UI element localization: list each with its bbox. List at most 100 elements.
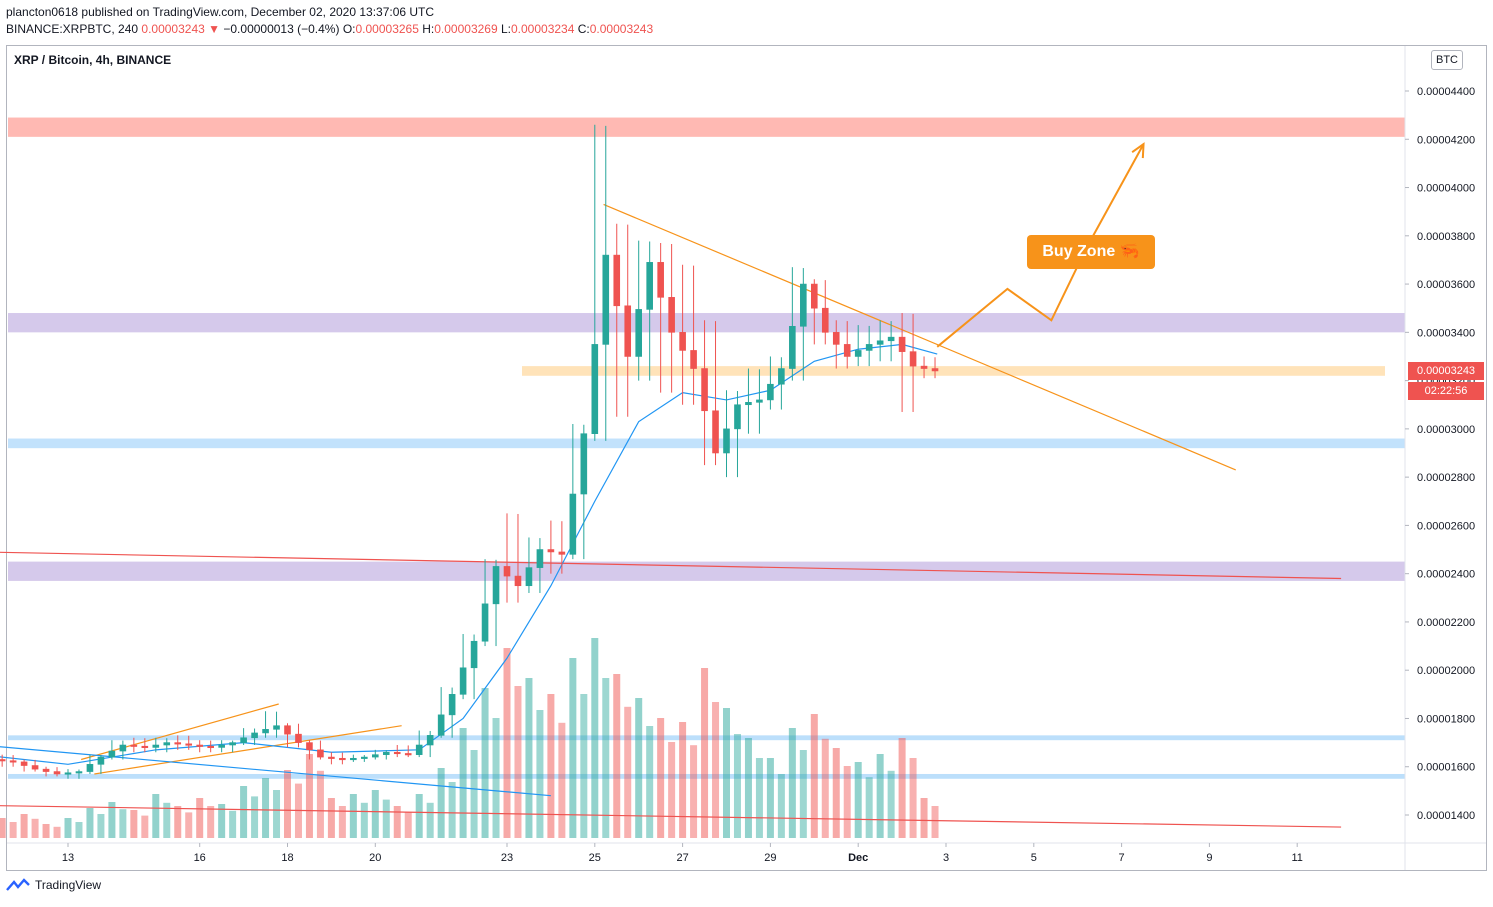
last-price-tag: 0.00003243 bbox=[1408, 362, 1484, 380]
trend-line-5 bbox=[0, 746, 551, 797]
x-tick-label: 25 bbox=[589, 852, 601, 864]
x-tick-label: 20 bbox=[369, 852, 381, 864]
candle-body bbox=[185, 743, 193, 746]
buy-zone-annotation[interactable]: Buy Zone 🦐 bbox=[1027, 235, 1155, 269]
candle-body bbox=[756, 399, 763, 403]
bar-countdown: 02:22:56 bbox=[1408, 382, 1484, 400]
volume-bar bbox=[207, 806, 215, 838]
candle-body bbox=[865, 344, 873, 351]
x-tick-label: 18 bbox=[281, 852, 293, 864]
volume-bar bbox=[426, 802, 434, 838]
candle-body bbox=[64, 772, 72, 775]
candle-body bbox=[361, 756, 368, 759]
volume-bar bbox=[624, 706, 632, 838]
candle-body bbox=[580, 433, 588, 495]
candle-body bbox=[448, 694, 456, 716]
candle-body bbox=[53, 771, 61, 775]
candle-body bbox=[415, 744, 423, 755]
price-change: −0.00000013 (−0.4%) bbox=[223, 22, 340, 36]
volume-bar bbox=[9, 822, 17, 838]
volume-bar bbox=[898, 738, 906, 838]
volume-bar bbox=[558, 722, 566, 838]
candle-body bbox=[130, 744, 138, 747]
volume-bar bbox=[569, 658, 577, 838]
candle-body bbox=[382, 751, 390, 755]
volume-bar bbox=[338, 806, 346, 838]
volume-bar bbox=[75, 822, 83, 838]
candle-body bbox=[404, 753, 412, 756]
volume-bar bbox=[591, 638, 599, 838]
low-label: L: bbox=[500, 22, 511, 36]
candle-body bbox=[723, 428, 730, 454]
volume-bar bbox=[218, 804, 226, 838]
symbol: BINANCE:XRPBTC, 240 bbox=[6, 22, 139, 36]
volume-bar bbox=[920, 798, 928, 838]
x-tick-label: 16 bbox=[194, 852, 206, 864]
candle-body bbox=[218, 744, 225, 748]
x-tick-label: Dec bbox=[848, 852, 868, 864]
volume-bar bbox=[931, 806, 939, 838]
volume-bar bbox=[152, 794, 160, 838]
volume-bar bbox=[196, 798, 204, 838]
volume-bar bbox=[810, 714, 818, 838]
candle-body bbox=[371, 754, 379, 758]
volume-bar bbox=[832, 748, 840, 838]
currency-button[interactable]: BTC bbox=[1431, 50, 1463, 70]
volume-bar bbox=[393, 806, 401, 838]
candle-body bbox=[701, 368, 708, 412]
volume-bar bbox=[701, 668, 709, 838]
candle-body bbox=[690, 350, 697, 369]
candle-body bbox=[273, 725, 280, 730]
candle-body bbox=[778, 368, 785, 385]
volume-bar bbox=[251, 796, 259, 838]
candle-body bbox=[558, 551, 566, 555]
volume-bar bbox=[284, 770, 291, 838]
volume-bar bbox=[854, 762, 862, 838]
candle-body bbox=[909, 351, 917, 367]
candle-body bbox=[174, 742, 182, 745]
candle-body bbox=[119, 744, 127, 752]
candle-body bbox=[734, 404, 741, 430]
candle-body bbox=[459, 667, 467, 695]
volume-bar bbox=[909, 758, 917, 838]
candle-body bbox=[745, 402, 752, 406]
volume-bar bbox=[613, 674, 621, 838]
volume-bar bbox=[536, 710, 544, 838]
shrimp-icon: 🦐 bbox=[1119, 243, 1140, 260]
candle-body bbox=[712, 410, 719, 454]
chart-frame bbox=[6, 45, 1487, 871]
candle-body bbox=[843, 344, 851, 357]
candle-body bbox=[20, 761, 28, 766]
volume-bar bbox=[788, 728, 796, 838]
volume-bar bbox=[514, 686, 522, 838]
trend-line-1 bbox=[0, 551, 1342, 580]
candle-body bbox=[97, 756, 105, 765]
y-tick-label: 0.00004000 bbox=[1417, 183, 1475, 195]
volume-bar bbox=[525, 678, 533, 838]
volume-bar bbox=[481, 688, 489, 838]
volume-bar bbox=[821, 738, 829, 838]
candle-body bbox=[613, 254, 621, 307]
y-tick-label: 0.00003400 bbox=[1417, 327, 1475, 339]
y-tick-label: 0.00003600 bbox=[1417, 279, 1475, 291]
trend-line-0 bbox=[603, 203, 1236, 471]
volume-bar bbox=[679, 722, 687, 838]
candle-body bbox=[481, 603, 489, 642]
candle-body bbox=[810, 283, 818, 309]
y-tick-label: 0.00004400 bbox=[1417, 86, 1475, 98]
volume-bar bbox=[733, 734, 741, 838]
candle-body bbox=[229, 742, 236, 746]
candle-body bbox=[393, 751, 401, 755]
zone-2 bbox=[522, 366, 1385, 376]
trend-line-2 bbox=[0, 805, 1342, 828]
volume-bar bbox=[887, 770, 895, 838]
candle-body bbox=[31, 765, 39, 770]
tradingview-logo-icon bbox=[6, 878, 30, 891]
volume-bar bbox=[777, 774, 785, 838]
candle-body bbox=[503, 566, 511, 577]
y-tick-label: 0.00002600 bbox=[1417, 520, 1475, 532]
candle-body bbox=[141, 745, 149, 749]
volume-bar bbox=[635, 698, 643, 838]
y-tick-label: 0.00002400 bbox=[1417, 569, 1475, 581]
